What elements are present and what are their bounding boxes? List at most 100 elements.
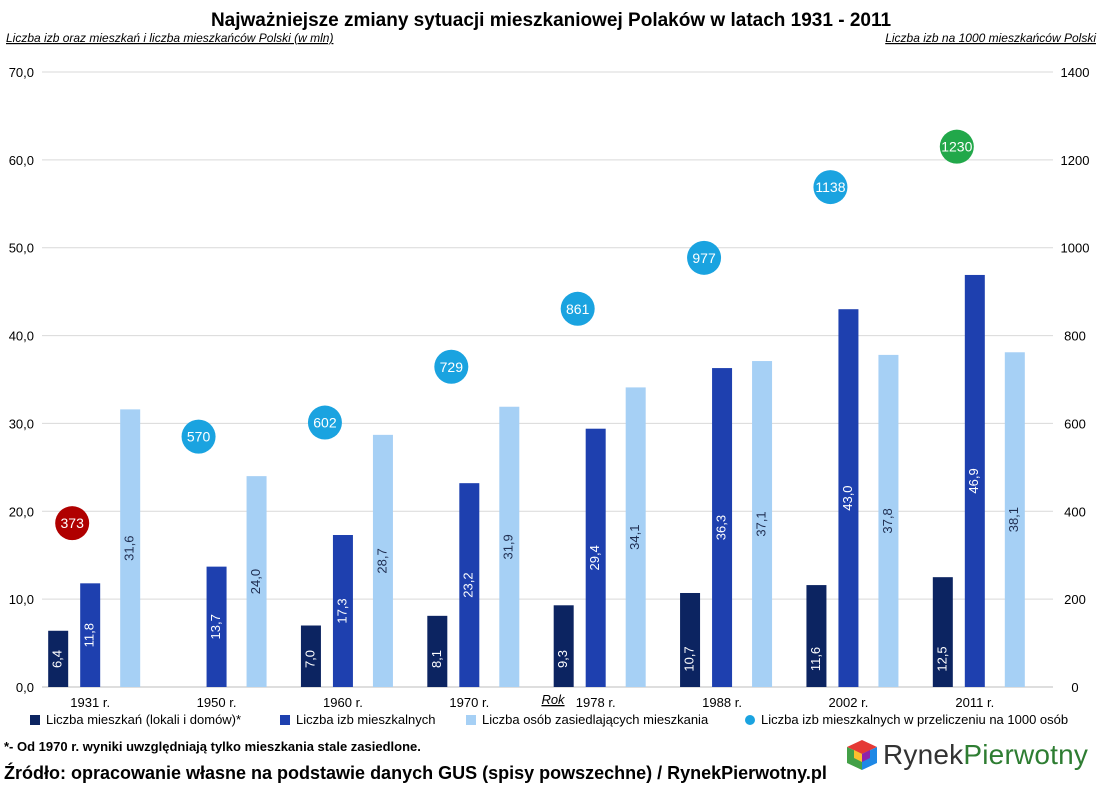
x-tick-label: 2011 r. [955, 695, 994, 710]
bar [752, 361, 773, 687]
y-tick-label-right: 800 [1064, 329, 1086, 344]
bar-data-label: 29,4 [587, 545, 602, 570]
y-axis-right: 0 200 400 600 800 1000 1200 1400 [1061, 65, 1090, 695]
point-data-label: 1230 [941, 139, 972, 155]
bar-data-label: 34,1 [627, 525, 642, 550]
bar-data-label: 43,0 [840, 485, 855, 510]
point [813, 170, 848, 205]
legend-swatch [280, 715, 290, 725]
points: 373 570 602 729 861 977 1138 1230 [55, 129, 974, 541]
x-axis: 1931 r. 1950 r. 1960 r. 1970 r. 1978 r. 1988 … [70, 695, 994, 710]
source-note: Źródło: opracowanie własne na podstawie … [4, 763, 827, 783]
bar-data-label: 38,1 [1006, 507, 1021, 532]
bar-data-label: 24,0 [248, 569, 263, 594]
logo-cube-icon [845, 738, 879, 772]
bar-data-label: 8,1 [429, 650, 444, 668]
footnote: *- Od 1970 r. wyniki uwzględniają tylko … [4, 739, 421, 754]
bar [246, 476, 267, 687]
x-tick-label: 1988 r. [702, 695, 742, 710]
point-data-label: 373 [61, 515, 85, 531]
point [687, 240, 722, 275]
bar [80, 583, 101, 687]
y-tick-label-right: 1200 [1061, 153, 1090, 168]
bar [459, 483, 480, 687]
bar [427, 615, 448, 687]
y-tick-label-right: 600 [1064, 416, 1086, 431]
y-tick-label-left: 10,0 [9, 592, 34, 607]
bar [806, 585, 827, 687]
bar-data-label: 31,6 [122, 536, 137, 561]
bar-data-label: 31,9 [501, 534, 516, 559]
point-data-label: 729 [440, 359, 464, 375]
x-tick-label: 1978 r. [576, 695, 616, 710]
bar [48, 630, 69, 687]
grid [42, 71, 1053, 688]
y-tick-label-left: 40,0 [9, 329, 34, 344]
legend-label: Liczba izb mieszkalnych [296, 712, 435, 727]
bar [553, 605, 574, 687]
bar-data-label: 9,3 [555, 650, 570, 668]
bar [1004, 352, 1025, 687]
y-tick-label-left: 50,0 [9, 241, 34, 256]
point [55, 506, 90, 541]
x-axis-label: Rok [541, 692, 566, 707]
point-data-label: 602 [313, 415, 337, 431]
x-tick-label: 2002 r. [829, 695, 869, 710]
chart-title: Najważniejsze zmiany sytuacji mieszkanio… [211, 10, 892, 31]
x-tick-label: 1950 r. [197, 695, 237, 710]
point-data-label: 570 [187, 429, 211, 445]
bar [332, 535, 353, 687]
bar [932, 577, 953, 687]
bar-data-label: 37,1 [754, 511, 769, 536]
bar-data-label: 11,8 [82, 623, 97, 647]
y-tick-label-left: 0,0 [16, 680, 34, 695]
legend-label: Liczba mieszkań (lokali i domów)* [46, 712, 241, 727]
x-tick-label: 1970 r. [449, 695, 489, 710]
bar [878, 354, 899, 687]
bar [838, 309, 859, 687]
point-data-label: 977 [692, 250, 716, 266]
y-axis-left-label: Liczba izb oraz mieszkań i liczba mieszk… [6, 31, 333, 45]
logo-text-part2: Pierwotny [963, 739, 1089, 770]
bar [625, 387, 646, 687]
y-axis-left: 0,0 10,0 20,0 30,0 40,0 50,0 60,0 70,0 [9, 65, 34, 695]
bar-data-label: 37,8 [880, 508, 895, 533]
legend-swatch [745, 715, 755, 725]
y-tick-label-left: 20,0 [9, 504, 34, 519]
bar [712, 368, 733, 687]
y-tick-label-left: 60,0 [9, 153, 34, 168]
point [939, 129, 974, 164]
legend-swatch [466, 715, 476, 725]
bar-data-label: 11,6 [808, 647, 823, 671]
point [560, 291, 595, 326]
bar-data-label: 10,7 [682, 646, 697, 671]
y-tick-label-right: 1400 [1061, 65, 1090, 80]
y-tick-label-left: 30,0 [9, 416, 34, 431]
bar-data-label: 36,3 [714, 515, 729, 540]
chart: Najważniejsze zmiany sytuacji mieszkanio… [6, 10, 1096, 727]
legend-label: Liczba osób zasiedlających mieszkania [482, 712, 709, 727]
logo-text: RynekPierwotny [883, 739, 1088, 771]
bar-data-label: 46,9 [966, 468, 981, 493]
legend: Liczba mieszkań (lokali i domów)* Liczba … [30, 712, 1068, 727]
logo: RynekPierwotny [845, 738, 1088, 772]
bar [585, 428, 606, 687]
point [181, 419, 216, 454]
y-tick-label-right: 200 [1064, 592, 1086, 607]
bar-data-label: 6,4 [50, 650, 65, 668]
point [434, 349, 469, 384]
point [307, 405, 342, 440]
bar-labels: 6,4 7,0 8,1 9,3 10,7 11,6 12,5 11,8 13,7 17,3 23,2… [50, 468, 1022, 671]
legend-swatch [30, 715, 40, 725]
legend-label: Liczba izb mieszkalnych w przeliczeniu n… [761, 712, 1068, 727]
bar-data-label: 17,3 [334, 598, 349, 623]
y-tick-label-right: 0 [1071, 680, 1078, 695]
x-tick-label: 1960 r. [323, 695, 363, 710]
bar-data-label: 13,7 [208, 614, 223, 639]
y-axis-right-label: Liczba izb na 1000 mieszkańców Polski [885, 31, 1096, 45]
bar [300, 625, 321, 687]
y-tick-label-right: 400 [1064, 504, 1086, 519]
y-tick-label-left: 70,0 [9, 65, 34, 80]
logo-text-part1: Rynek [883, 739, 964, 770]
bar [964, 274, 985, 687]
